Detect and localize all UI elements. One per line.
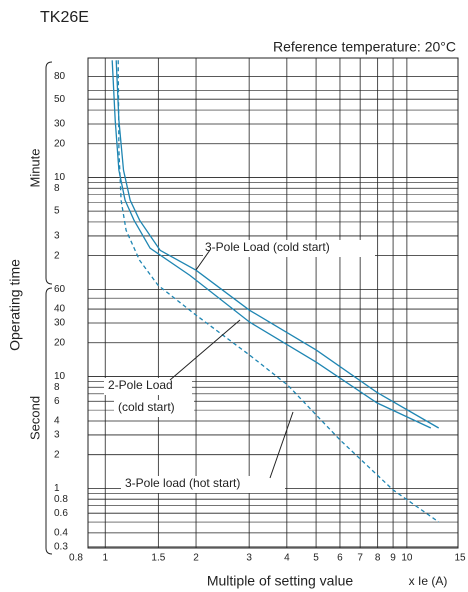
x-tick-label: 3 — [246, 553, 252, 564]
y-tick-label: 80 — [54, 71, 66, 82]
x-tick-label: 6 — [337, 553, 343, 564]
y-tick-label: 5 — [54, 206, 60, 217]
x-unit-label: x Ie (A) — [409, 574, 448, 588]
y-tick-label: 0.3 — [54, 542, 68, 553]
y-tick-label: 3 — [54, 430, 60, 441]
y-tick-label: 20 — [54, 337, 66, 348]
annotation-bg — [114, 400, 194, 417]
series-line — [117, 60, 440, 523]
y-tick-label: 20 — [54, 138, 66, 149]
x-tick-label: 10 — [401, 553, 413, 564]
x-tick-label: 5 — [313, 553, 319, 564]
annotation-bg — [203, 240, 375, 257]
annotation: 2-Pole Load — [108, 378, 173, 392]
y-tick-label: 2 — [54, 250, 60, 261]
bracket — [45, 61, 53, 285]
y-tick-label: 50 — [54, 94, 66, 105]
leader-line — [269, 411, 294, 479]
x-tick-label: 2 — [193, 553, 199, 564]
y-axis-label: Operating time — [7, 259, 23, 351]
y-tick-label: 1 — [54, 483, 60, 494]
y-tick-label: 30 — [54, 318, 66, 329]
x-tick-label: 1 — [102, 553, 108, 564]
y-tick-label: 2 — [54, 449, 60, 460]
chart-title: TK26E — [40, 9, 89, 26]
x-tick-label: 1.5 — [151, 553, 165, 564]
x-tick-label: 7 — [357, 553, 363, 564]
annotation: 3-Pole load (hot start) — [125, 476, 240, 490]
y-tick-label: 3 — [54, 231, 60, 242]
y-tick-label: 40 — [54, 304, 66, 315]
y-tick-label: 10 — [54, 371, 66, 382]
annotation: 3-Pole Load (cold start) — [205, 240, 330, 254]
plot-frame — [87, 57, 459, 549]
x-tick-label: 15 — [454, 553, 466, 564]
series-line — [111, 60, 432, 429]
annotation-bg — [104, 378, 192, 395]
y-tick-label: 0.8 — [54, 494, 68, 505]
y-tick-label: 8 — [54, 382, 60, 393]
x-tick-label: 0.8 — [69, 553, 83, 564]
bracket — [45, 287, 53, 555]
y-tick-label: 8 — [54, 183, 60, 194]
x-tick-label: 4 — [284, 553, 290, 564]
y-tick-label: 0.6 — [54, 508, 68, 519]
y-tick-label: 10 — [54, 172, 66, 183]
y-tick-label: 4 — [54, 416, 60, 427]
y-tick-label: 6 — [54, 396, 60, 407]
y-group-label: Second — [27, 396, 42, 440]
y-tick-label: 60 — [54, 284, 66, 295]
y-tick-label: 0.4 — [54, 528, 68, 539]
annotation-bg — [121, 476, 285, 493]
x-tick-label: 9 — [390, 553, 396, 564]
x-tick-label: 8 — [375, 553, 381, 564]
subtitle: Reference temperature: 20°C — [273, 39, 456, 55]
x-axis-label: Multiple of setting value — [207, 573, 354, 589]
leader-line — [195, 249, 211, 271]
annotation: (cold start) — [118, 400, 175, 414]
leader-line — [169, 319, 241, 381]
series-line — [115, 60, 440, 429]
y-tick-label: 30 — [54, 119, 66, 130]
y-group-label: Minute — [27, 148, 42, 187]
